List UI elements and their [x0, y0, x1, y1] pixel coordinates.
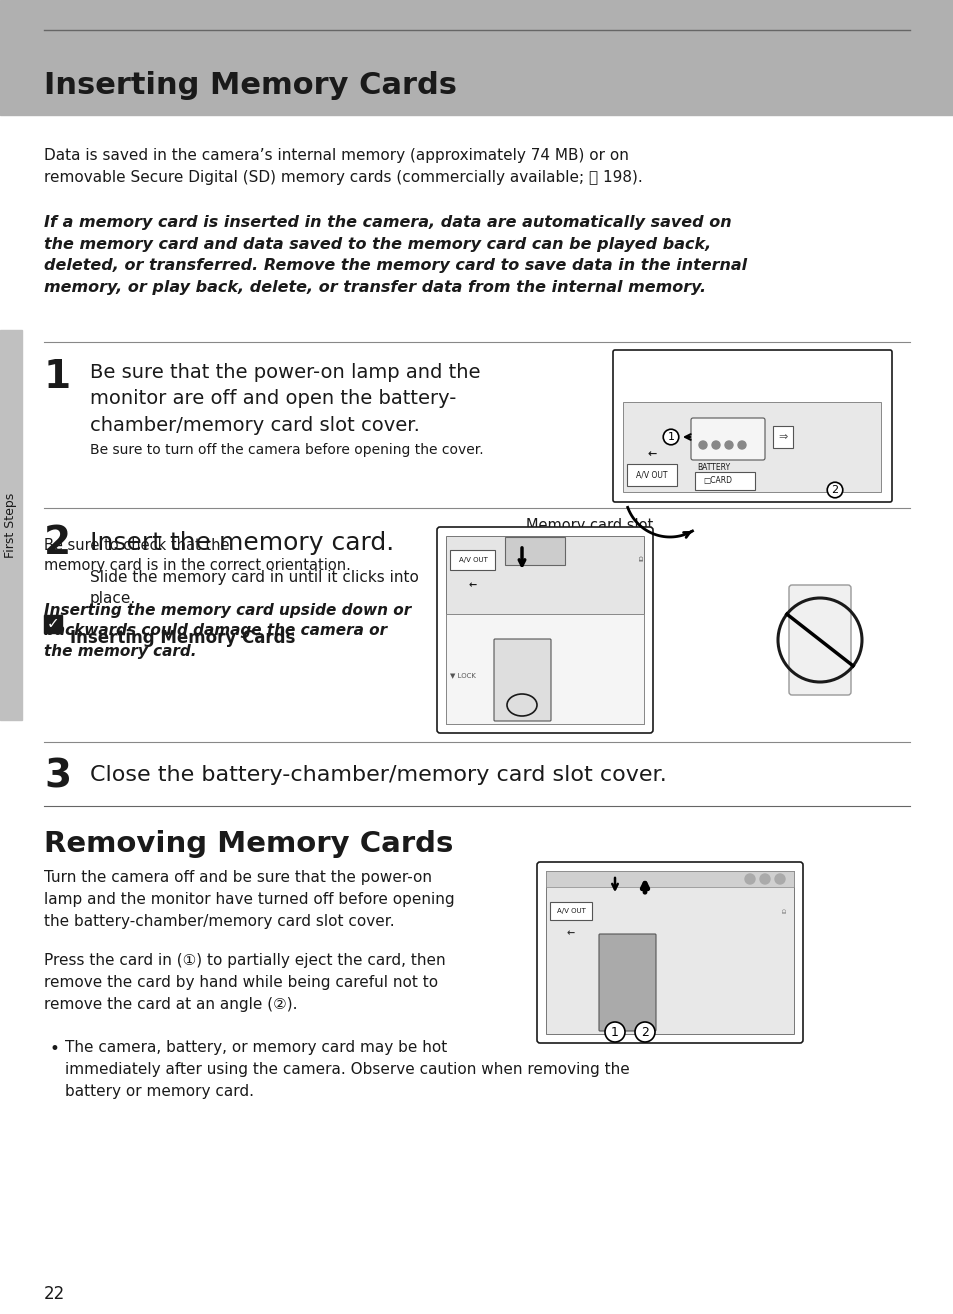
Text: If a memory card is inserted in the camera, data are automatically saved on
the : If a memory card is inserted in the came… [44, 215, 746, 294]
FancyBboxPatch shape [598, 934, 656, 1031]
Text: Be sure that the power-on lamp and the
monitor are off and open the battery-
cha: Be sure that the power-on lamp and the m… [90, 363, 480, 435]
Text: 1: 1 [611, 1025, 618, 1038]
Text: ←: ← [647, 449, 656, 459]
FancyBboxPatch shape [788, 585, 850, 695]
Bar [772, 426, 792, 448]
Bar [446, 614, 643, 724]
Bar [504, 537, 564, 565]
Text: Turn the camera off and be sure that the power-on
lamp and the monitor have turn: Turn the camera off and be sure that the… [44, 870, 455, 929]
Text: First Steps: First Steps [5, 493, 17, 557]
Text: Inserting the memory card upside down or
backwards could damage the camera or
th: Inserting the memory card upside down or… [44, 603, 411, 658]
Bar [0, 0, 953, 116]
Text: Close the battery-chamber/memory card slot cover.: Close the battery-chamber/memory card sl… [90, 765, 666, 784]
Text: ✓: ✓ [47, 616, 59, 632]
Text: Inserting Memory Cards: Inserting Memory Cards [70, 629, 295, 646]
Text: □CARD: □CARD [702, 477, 731, 485]
Bar [550, 901, 592, 920]
Circle shape [760, 874, 769, 884]
Circle shape [724, 442, 732, 449]
Circle shape [738, 442, 745, 449]
Text: ⇒: ⇒ [778, 432, 787, 442]
Bar [695, 472, 754, 490]
Text: BATTERY: BATTERY [697, 463, 729, 472]
Text: ▼ LOCK: ▼ LOCK [450, 671, 476, 678]
Text: •: • [50, 1039, 60, 1058]
Text: A/V OUT: A/V OUT [556, 908, 585, 915]
Bar [450, 551, 495, 570]
Text: The camera, battery, or memory card may be hot
immediately after using the camer: The camera, battery, or memory card may … [65, 1039, 629, 1100]
Bar [0, 330, 22, 720]
Text: Insert the memory card.: Insert the memory card. [90, 531, 394, 555]
FancyBboxPatch shape [494, 639, 551, 721]
Circle shape [711, 442, 720, 449]
Text: 1: 1 [44, 357, 71, 396]
Text: Be sure to check that the
memory card is in the correct orientation.: Be sure to check that the memory card is… [44, 537, 351, 573]
Circle shape [744, 874, 754, 884]
Bar [44, 615, 62, 633]
Text: 2: 2 [831, 485, 838, 495]
Text: ←: ← [469, 579, 476, 590]
Text: Memory card slot: Memory card slot [526, 518, 653, 533]
Text: Removing Memory Cards: Removing Memory Cards [44, 830, 453, 858]
Bar [622, 402, 880, 491]
FancyBboxPatch shape [537, 862, 802, 1043]
Circle shape [774, 874, 784, 884]
Text: Slide the memory card in until it clicks into
place.: Slide the memory card in until it clicks… [90, 570, 418, 606]
Text: ID: ID [781, 907, 786, 913]
Text: 22: 22 [44, 1285, 65, 1303]
Bar [545, 871, 793, 887]
Text: 2: 2 [44, 524, 71, 562]
Text: 2: 2 [640, 1025, 648, 1038]
Text: Press the card in (①) to partially eject the card, then
remove the card by hand : Press the card in (①) to partially eject… [44, 953, 445, 1012]
FancyBboxPatch shape [613, 350, 891, 502]
FancyBboxPatch shape [436, 527, 652, 733]
Text: ←: ← [566, 928, 575, 938]
Text: Data is saved in the camera’s internal memory (approximately 74 MB) or on
remova: Data is saved in the camera’s internal m… [44, 148, 642, 185]
Text: A/V OUT: A/V OUT [636, 470, 667, 480]
Text: Be sure to turn off the camera before opening the cover.: Be sure to turn off the camera before op… [90, 443, 483, 457]
Text: 3: 3 [44, 758, 71, 796]
Bar [545, 871, 793, 1034]
FancyBboxPatch shape [690, 418, 764, 460]
Text: ID: ID [639, 555, 644, 561]
Circle shape [699, 442, 706, 449]
Bar [446, 536, 643, 724]
Text: Inserting Memory Cards: Inserting Memory Cards [44, 71, 456, 100]
Text: A/V OUT: A/V OUT [458, 557, 487, 562]
Text: 1: 1 [667, 432, 674, 442]
Bar [626, 464, 677, 486]
